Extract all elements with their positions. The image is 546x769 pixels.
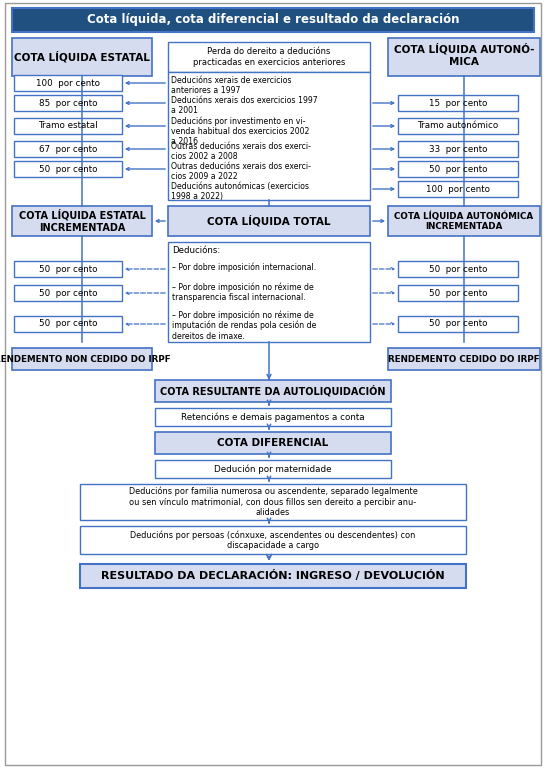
Text: Perda do dereito a deducións
practicadas en exercicios anteriores: Perda do dereito a deducións practicadas…	[193, 48, 345, 67]
Text: Cota líquida, cota diferencial e resultado da declaración: Cota líquida, cota diferencial e resulta…	[87, 14, 459, 26]
Bar	[398, 181, 518, 197]
Bar	[80, 564, 466, 588]
Text: – Por dobre imposición no réxime de
transparencia fiscal internacional.: – Por dobre imposición no réxime de tran…	[172, 282, 314, 302]
Text: 50  por cento: 50 por cento	[429, 319, 487, 328]
Text: 50  por cento: 50 por cento	[39, 288, 97, 298]
Text: 15  por cento: 15 por cento	[429, 98, 487, 108]
Bar	[14, 141, 122, 157]
Bar	[14, 316, 122, 332]
Text: Deducións:: Deducións:	[172, 246, 220, 255]
Text: Deducións por familia numerosa ou ascendente, separado legalmente
ou sen vínculo: Deducións por familia numerosa ou ascend…	[129, 487, 417, 517]
Bar	[155, 432, 391, 454]
Bar	[80, 526, 466, 554]
Text: 100  por cento: 100 por cento	[36, 78, 100, 88]
Text: Outras deducións xerais dos exerci-
cios 2009 a 2022: Outras deducións xerais dos exerci- cios…	[171, 162, 311, 181]
Bar	[168, 242, 370, 342]
Text: Deducións por investimento en vi-
venda habitual dos exercicios 2002
a 2016: Deducións por investimento en vi- venda …	[171, 116, 310, 146]
Text: – Por dobre imposición no réxime de
imputación de rendas pola cesión de
dereitos: – Por dobre imposición no réxime de impu…	[172, 310, 316, 341]
Text: Tramo autonómico: Tramo autonómico	[417, 122, 498, 131]
Text: COTA RESULTANTE DA AUTOLIQUIDACIÓN: COTA RESULTANTE DA AUTOLIQUIDACIÓN	[160, 385, 386, 397]
Text: – Por dobre imposición internacional.: – Por dobre imposición internacional.	[172, 262, 316, 271]
Bar	[398, 141, 518, 157]
Bar	[168, 206, 370, 236]
Bar	[14, 261, 122, 277]
Bar	[398, 316, 518, 332]
Text: COTA LÍQUIDA AUTONÓMICA
INCREMENTADA: COTA LÍQUIDA AUTONÓMICA INCREMENTADA	[394, 211, 533, 231]
Bar	[168, 72, 370, 200]
Text: RESULTADO DA DECLARACIÓN: INGRESO / DEVOLUCIÓN: RESULTADO DA DECLARACIÓN: INGRESO / DEVO…	[101, 571, 445, 581]
Bar	[398, 261, 518, 277]
Text: RENDEMENTO NON CEDIDO DO IRPF: RENDEMENTO NON CEDIDO DO IRPF	[0, 355, 170, 364]
Bar	[12, 206, 152, 236]
Bar	[388, 348, 540, 370]
Text: 33  por cento: 33 por cento	[429, 145, 487, 154]
Text: 50  por cento: 50 por cento	[429, 265, 487, 274]
Text: 50  por cento: 50 por cento	[39, 319, 97, 328]
Bar	[168, 42, 370, 72]
Bar	[12, 38, 152, 76]
Text: Deducións autonómicas (exercicios
1998 a 2022): Deducións autonómicas (exercicios 1998 a…	[171, 182, 309, 201]
Text: COTA LÍQUIDA AUTONÓ-
MICA: COTA LÍQUIDA AUTONÓ- MICA	[394, 44, 534, 67]
Text: COTA LÍQUIDA TOTAL: COTA LÍQUIDA TOTAL	[207, 215, 331, 227]
Text: Retencións e demais pagamentos a conta: Retencións e demais pagamentos a conta	[181, 412, 365, 421]
Bar	[398, 118, 518, 134]
Bar	[398, 285, 518, 301]
Bar	[388, 206, 540, 236]
Text: Deducións xerais de exercicios
anteriores a 1997: Deducións xerais de exercicios anteriore…	[171, 76, 292, 95]
Bar	[14, 285, 122, 301]
Bar	[80, 484, 466, 520]
Text: 50  por cento: 50 por cento	[429, 288, 487, 298]
Text: 50  por cento: 50 por cento	[39, 265, 97, 274]
Text: COTA DIFERENCIAL: COTA DIFERENCIAL	[217, 438, 329, 448]
Text: Deducións por persoas (cónxuxe, ascendentes ou descendentes) con
discapacidade a: Deducións por persoas (cónxuxe, ascenden…	[130, 530, 416, 550]
Bar	[388, 38, 540, 76]
Text: RENDEMENTO CEDIDO DO IRPF: RENDEMENTO CEDIDO DO IRPF	[388, 355, 540, 364]
Bar	[14, 161, 122, 177]
Text: COTA LÍQUIDA ESTATAL: COTA LÍQUIDA ESTATAL	[14, 52, 150, 63]
Bar	[398, 161, 518, 177]
Text: Dedución por maternidade: Dedución por maternidade	[214, 464, 332, 474]
Bar	[155, 408, 391, 426]
Bar	[12, 348, 152, 370]
Bar	[398, 95, 518, 111]
Bar	[155, 460, 391, 478]
Text: 100  por cento: 100 por cento	[426, 185, 490, 194]
Text: Deducións xerais dos exercicios 1997
a 2001: Deducións xerais dos exercicios 1997 a 2…	[171, 96, 318, 115]
Text: Outras deducións xerais dos exerci-
cios 2002 a 2008: Outras deducións xerais dos exerci- cios…	[171, 142, 311, 161]
Text: 85  por cento: 85 por cento	[39, 98, 97, 108]
Text: 67  por cento: 67 por cento	[39, 145, 97, 154]
Bar	[12, 8, 534, 32]
Bar	[14, 95, 122, 111]
Bar	[155, 380, 391, 402]
Text: 50  por cento: 50 por cento	[39, 165, 97, 174]
Bar	[14, 118, 122, 134]
Text: 50  por cento: 50 por cento	[429, 165, 487, 174]
Bar	[14, 75, 122, 91]
Text: Tramo estatal: Tramo estatal	[38, 122, 98, 131]
Text: COTA LÍQUIDA ESTATAL
INCREMENTADA: COTA LÍQUIDA ESTATAL INCREMENTADA	[19, 209, 145, 232]
